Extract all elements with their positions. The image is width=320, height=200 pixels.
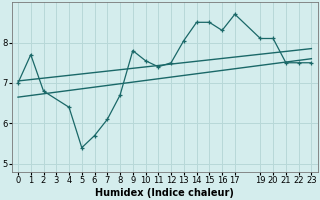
X-axis label: Humidex (Indice chaleur): Humidex (Indice chaleur) [95, 188, 234, 198]
